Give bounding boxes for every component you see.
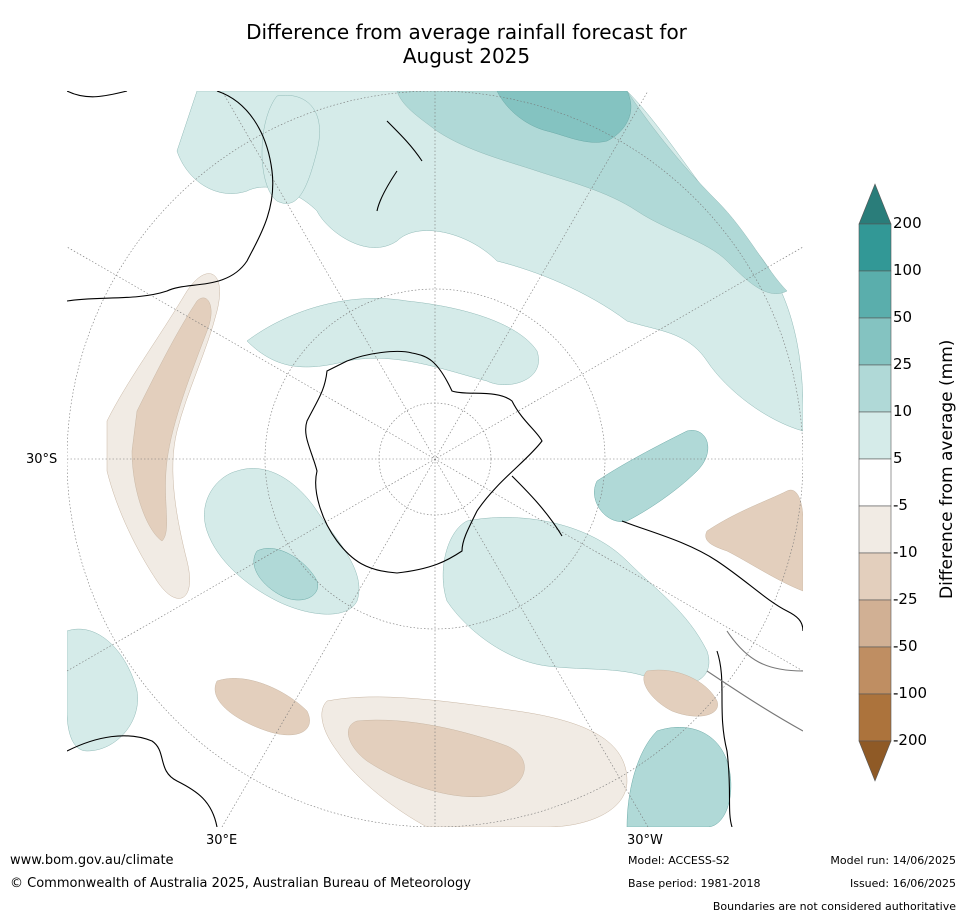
wetter-anomaly-areas [67, 91, 803, 827]
cb-tick-neg50: -50 [893, 637, 918, 655]
cb-neg-100-200 [858, 693, 892, 742]
cb-100-200 [858, 223, 892, 272]
rainfall-map[interactable] [67, 91, 803, 827]
cb-neg-25-50 [858, 599, 892, 648]
dry-area-se-pacific [643, 669, 718, 717]
cb-25-50 [858, 317, 892, 366]
wet-area-north-strong [496, 91, 632, 143]
antarctica-coast [305, 350, 543, 574]
antarctic-peninsula [511, 475, 563, 537]
cb-tick-neg10: -10 [893, 543, 918, 561]
colorbar: 200 100 50 25 10 5 -5 -10 -25 -50 -100 -… [855, 180, 965, 785]
south-america-coast [621, 520, 803, 827]
cb-tick-neg25: -25 [893, 590, 918, 608]
cb-tick-25: 25 [893, 355, 913, 373]
lon-label-30e: 30°E [206, 833, 238, 848]
map-svg [67, 91, 803, 827]
issued-text: Issued: 16/06/2025 [849, 877, 956, 890]
cb-10-25 [858, 364, 892, 413]
meridian-60w [67, 246, 803, 672]
cb-5-10 [858, 411, 892, 460]
africa-coast [67, 91, 274, 302]
coastlines [67, 91, 803, 827]
cb-tick-200: 200 [893, 214, 922, 232]
cb-over [858, 183, 892, 225]
dry-area-indian-core [131, 297, 212, 542]
cb-neg-10-25 [858, 552, 892, 601]
lat-circle-45s [264, 288, 606, 630]
base-period-text: Base period: 1981-2018 [628, 877, 761, 890]
south-america-border [706, 630, 803, 732]
colorbar-title: Difference from average (mm) [937, 339, 957, 599]
title-line-2: August 2025 [402, 44, 531, 68]
cb-under [858, 740, 892, 782]
cb-tick-neg200: -200 [893, 731, 928, 749]
wet-area-bottom-left [67, 628, 138, 752]
drier-anomaly-areas [106, 273, 803, 827]
cb-tick-neg5: -5 [893, 496, 908, 514]
wet-area-drake [594, 430, 708, 522]
wet-area-indian-patch [253, 548, 318, 601]
colorbar-svg [858, 183, 892, 782]
cb-50-100 [858, 270, 892, 319]
wet-area-antarctic-rim [246, 298, 539, 385]
wet-area-top-left [261, 94, 320, 204]
cb-neg-5-10 [858, 505, 892, 554]
dry-area-south-america [705, 489, 803, 592]
wet-area-south-indian [204, 468, 360, 615]
new-zealand [376, 120, 423, 212]
cb-tick-50: 50 [893, 308, 913, 326]
cb-neg-50-100 [858, 646, 892, 695]
disclaimer-text: Boundaries are not considered authoritat… [712, 900, 956, 913]
dry-area-south-core [348, 719, 525, 797]
wet-area-pacific-se [626, 727, 732, 827]
model-run-text: Model run: 14/06/2025 [830, 854, 956, 867]
dry-area-left-south [214, 678, 310, 736]
graticule [67, 91, 803, 827]
cb-tick-neg100: -100 [893, 684, 928, 702]
wet-area-south-atlantic [442, 517, 710, 685]
australia-coast [67, 735, 218, 827]
lat-label-30s: 30°S [26, 452, 58, 467]
copyright-text: © Commonwealth of Australia 2025, Austra… [10, 876, 471, 891]
cb-tick-100: 100 [893, 261, 922, 279]
title-line-1: Difference from average rainfall forecas… [246, 20, 687, 44]
cb-tick-5: 5 [893, 449, 903, 467]
map-title: Difference from average rainfall forecas… [0, 20, 965, 68]
website-link[interactable]: www.bom.gov.au/climate [10, 853, 174, 868]
cb-tick-10: 10 [893, 402, 913, 420]
cb-neutral [858, 458, 892, 507]
lon-label-30w: 30°W [627, 833, 663, 848]
wet-area-north-mid [396, 91, 788, 294]
model-text: Model: ACCESS-S2 [628, 854, 730, 867]
